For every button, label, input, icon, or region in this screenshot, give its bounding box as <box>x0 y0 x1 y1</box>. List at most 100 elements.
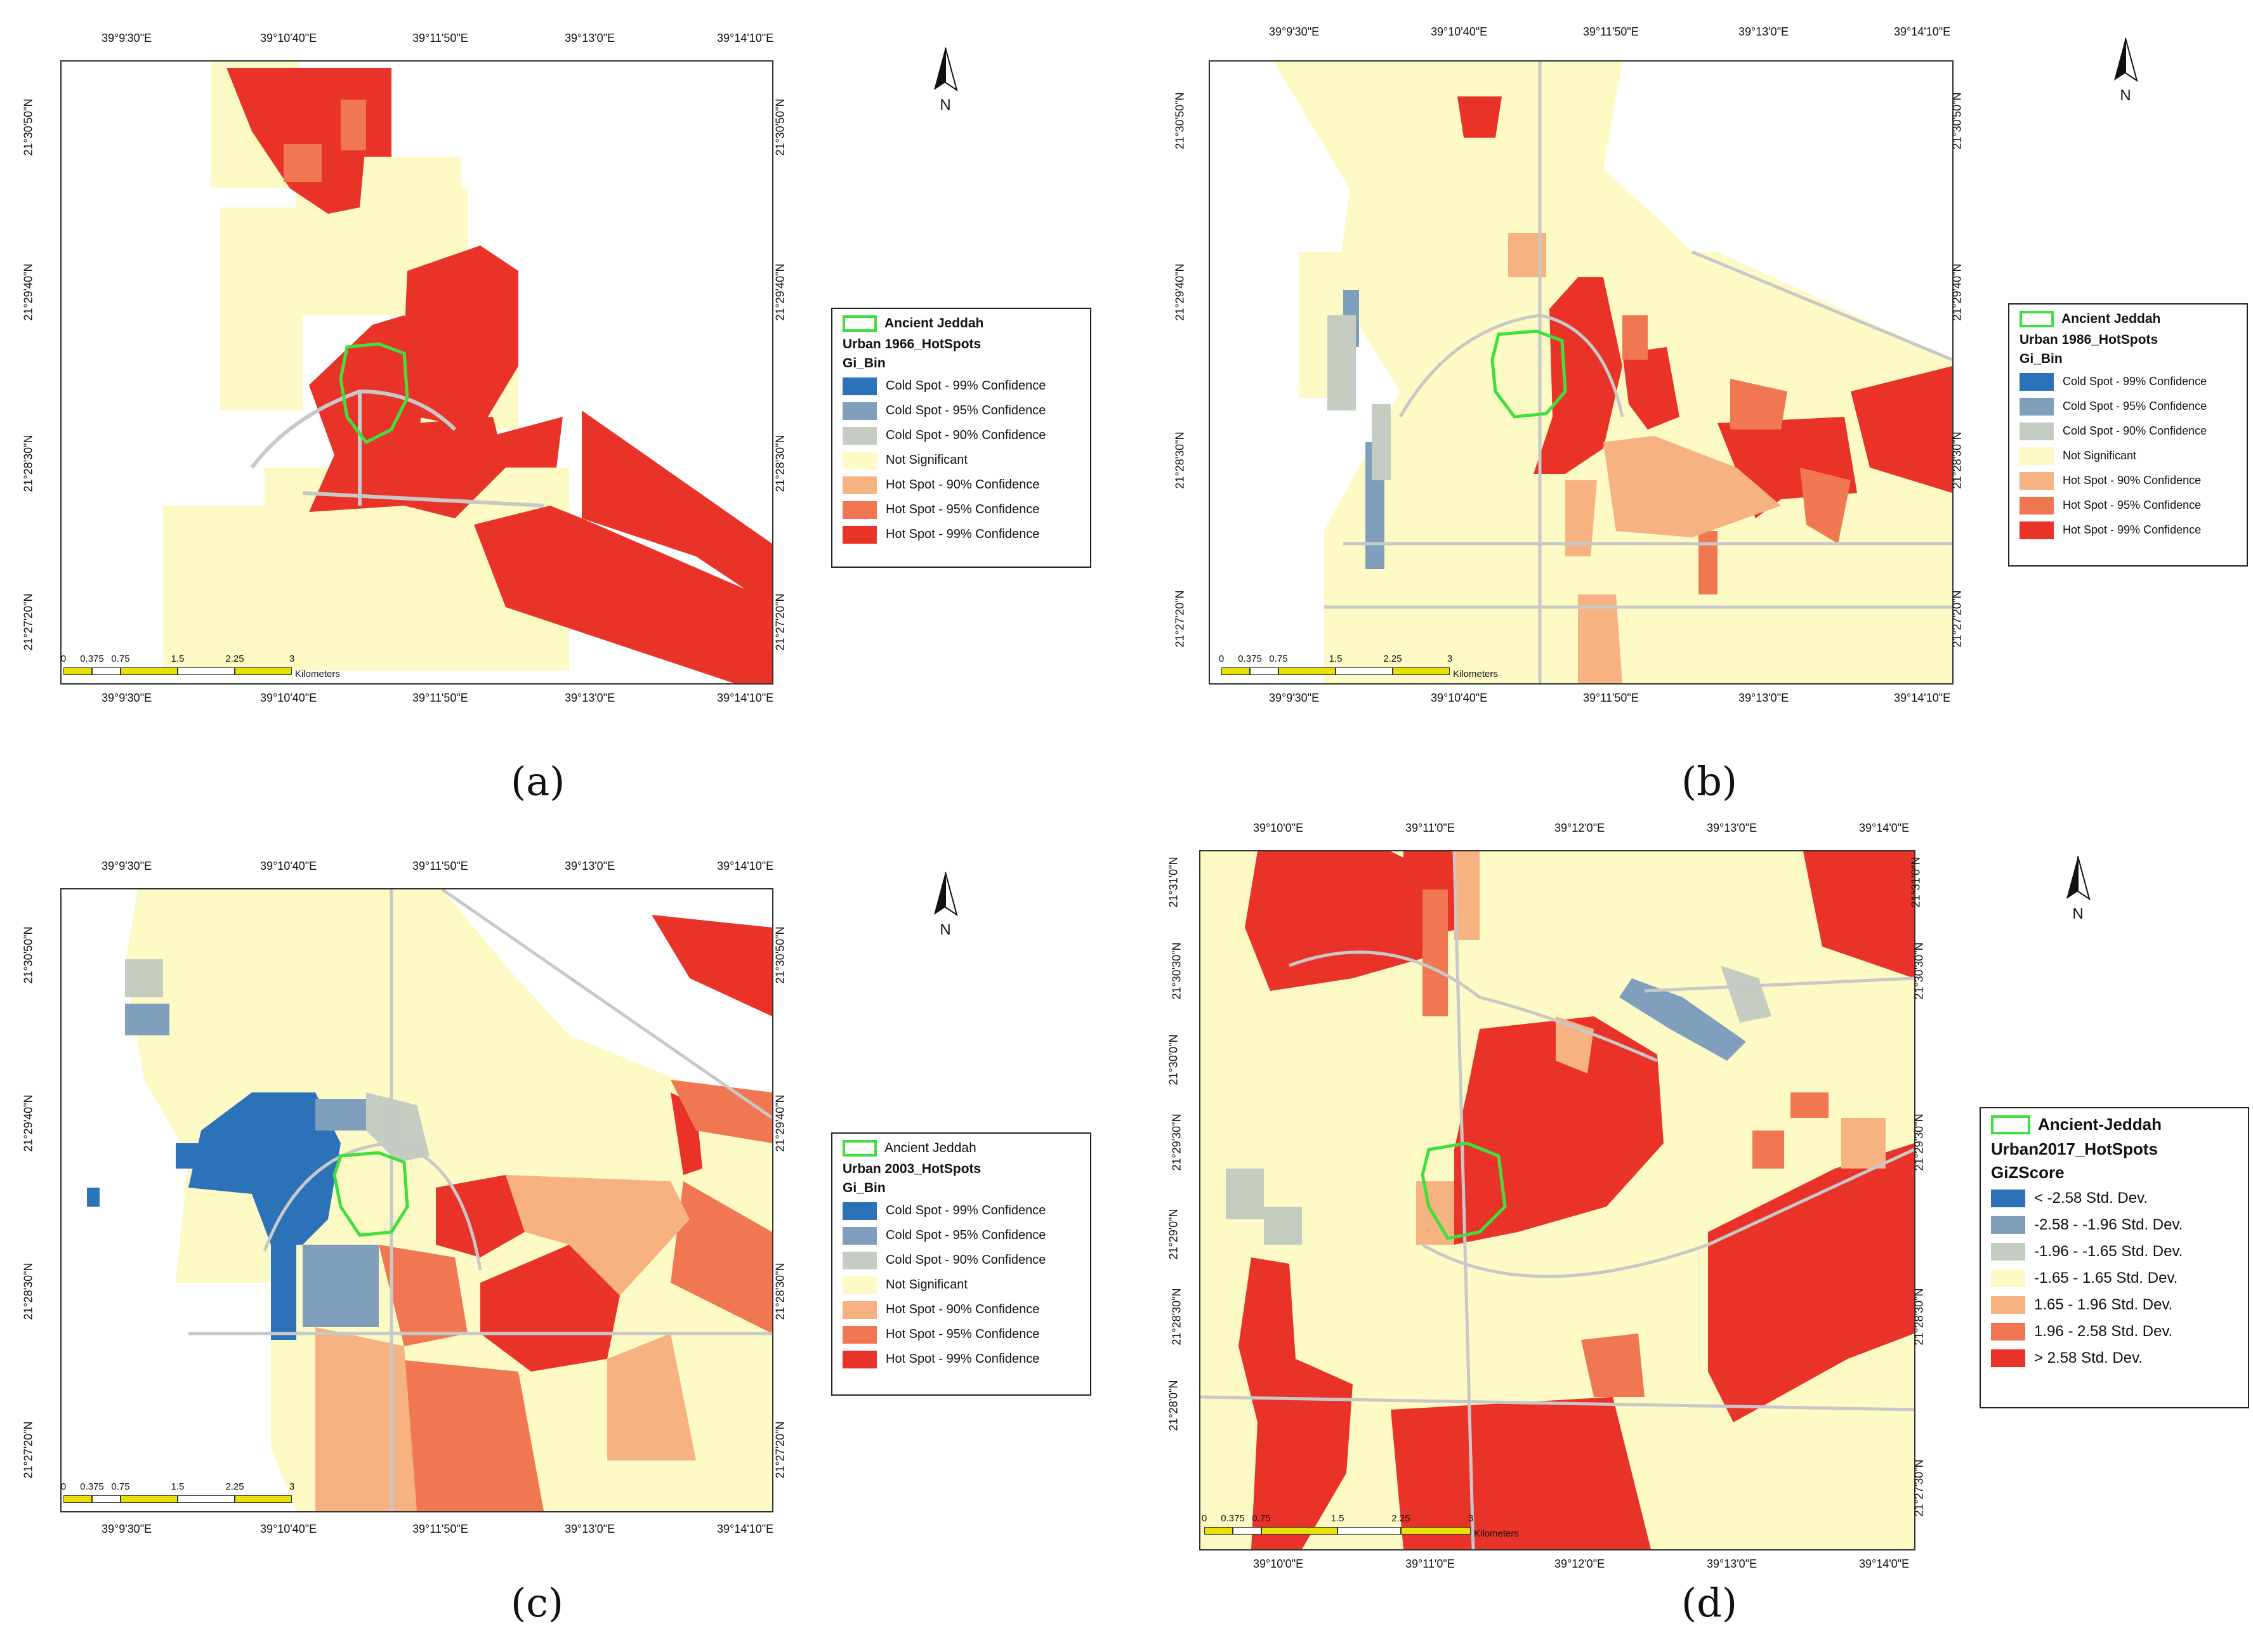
legend-item-label: Not Significant <box>2063 449 2137 462</box>
scale-segment <box>178 1495 235 1503</box>
scale-tick: 3 <box>1447 653 1453 664</box>
legend-item-label: -2.58 - -1.96 Std. Dev. <box>2034 1216 2183 1233</box>
scale-tick: 1.5 <box>1329 653 1343 664</box>
lon-label-top: 39°10'40"E <box>1431 25 1488 38</box>
legend-item-label: Cold Spot - 95% Confidence <box>886 403 1046 417</box>
lat-label-left: 21°30'50"N <box>1173 92 1186 150</box>
scale-segment <box>1401 1527 1471 1535</box>
legend-item-label: Hot Spot - 90% Confidence <box>2063 474 2202 487</box>
lat-label-right: 21°29'40"N <box>1950 263 1964 321</box>
map-a-hot99-area <box>227 68 772 683</box>
legend-item: 1.96 - 2.58 Std. Dev. <box>1991 1318 2238 1345</box>
map-frame-b <box>1209 60 1954 685</box>
north-arrow: N <box>926 44 964 121</box>
legend-item-label: Cold Spot - 99% Confidence <box>2063 375 2207 388</box>
lon-label-bottom: 39°12'0"E <box>1554 1557 1605 1570</box>
legend-boundary-label: Ancient Jeddah <box>884 1141 976 1155</box>
legend-item-label: -1.65 - 1.65 Std. Dev. <box>2034 1269 2178 1287</box>
legend-item: Hot Spot - 90% Confidence <box>843 473 1080 497</box>
north-arrow-icon <box>934 47 958 92</box>
lat-label-left: 21°27'20"N <box>22 593 35 651</box>
north-arrow-icon <box>2114 37 2138 82</box>
north-letter: N <box>940 96 951 114</box>
lon-label-bottom: 39°14'10"E <box>717 1523 774 1535</box>
map-frame-c <box>60 888 773 1512</box>
legend-item: Not Significant <box>843 448 1080 473</box>
scale-tick: 0.375 <box>80 1481 104 1492</box>
legend-swatch <box>843 476 877 494</box>
lat-label-left: 21°30'50"N <box>22 98 35 156</box>
lon-label-bottom: 39°14'10"E <box>717 692 774 704</box>
lat-label-right: 21°27'30"N <box>1912 1459 1926 1517</box>
legend-item: Cold Spot - 95% Confidence <box>843 1223 1080 1248</box>
lon-label-top: 39°13'0"E <box>565 860 615 872</box>
legend-boundary-label: Ancient Jeddah <box>884 316 984 331</box>
north-letter: N <box>2120 87 2131 104</box>
map-b-cold90-area <box>1327 315 1391 480</box>
scale-segment <box>178 667 235 675</box>
scale-tick: 0 <box>1201 1513 1207 1524</box>
boundary-swatch <box>843 1140 877 1157</box>
legend-item-label: Hot Spot - 95% Confidence <box>886 1327 1040 1341</box>
scale-bar: 0 0.375 0.75 1.5 2.25 3 Kilometers <box>1201 1513 1534 1539</box>
lon-label-bottom: 39°14'10"E <box>1894 692 1951 704</box>
map-b-hot90-area <box>1508 233 1781 683</box>
scale-tick: 2.25 <box>1391 1513 1410 1524</box>
legend-field-title: Gi_Bin <box>843 356 886 370</box>
lat-label-left: 21°30'50"N <box>22 926 35 984</box>
lon-label-top: 39°12'0"E <box>1554 822 1605 834</box>
legend-boundary-row: Ancient Jeddah <box>843 1140 1080 1157</box>
legend-item-label: Hot Spot - 99% Confidence <box>886 527 1040 541</box>
scale-tick: 0 <box>1218 653 1225 664</box>
lat-label-right: 21°27'20"N <box>1950 590 1964 648</box>
boundary-swatch <box>1991 1115 2030 1134</box>
scale-tick: 0.75 <box>111 1481 130 1492</box>
map-d-canvas <box>1200 851 1914 1549</box>
lon-label-top: 39°13'0"E <box>565 32 615 44</box>
lat-label-left: 21°28'30"N <box>22 435 35 492</box>
scale-segment <box>1393 667 1450 675</box>
lon-label-top: 39°14'10"E <box>717 32 774 44</box>
lat-label-right: 21°27'20"N <box>773 593 787 651</box>
map-c-cold99-area <box>87 1092 341 1340</box>
map-d-cold95-area <box>1619 978 1746 1061</box>
legend-item: -2.58 - -1.96 Std. Dev. <box>1991 1212 2238 1238</box>
lon-label-top: 39°13'0"E <box>1738 25 1789 38</box>
lat-label-right: 21°29'40"N <box>773 263 787 321</box>
legend-swatch <box>843 1202 877 1220</box>
legend-swatch <box>843 377 877 395</box>
lat-label-left: 21°30'30"N <box>1170 942 1183 1000</box>
map-frame-d <box>1199 850 1915 1550</box>
scale-tick: 0 <box>60 1481 67 1492</box>
legend-field-title: Gi_Bin <box>843 1181 886 1195</box>
north-letter: N <box>2072 905 2084 922</box>
legend-swatch <box>2020 372 2054 391</box>
legend-a: Ancient Jeddah Urban 1966_HotSpots Gi_Bi… <box>831 308 1091 568</box>
lon-label-top: 39°9'30"E <box>1269 25 1320 38</box>
map-c-canvas <box>87 889 772 1511</box>
legend-item: Cold Spot - 90% Confidence <box>843 1248 1080 1273</box>
legend-boundary-row: Ancient-Jeddah <box>1991 1115 2238 1134</box>
legend-swatch <box>843 451 877 469</box>
legend-layer-title: Urban 1986_HotSpots <box>2020 332 2158 347</box>
legend-swatch <box>843 1251 877 1269</box>
lon-label-bottom: 39°11'50"E <box>412 692 468 704</box>
lon-label-bottom: 39°9'30"E <box>1269 692 1320 704</box>
legend-item: Hot Spot - 99% Confidence <box>843 522 1080 547</box>
legend-item-label: Hot Spot - 90% Confidence <box>886 1302 1040 1316</box>
lat-label-left: 21°29'0"N <box>1167 1209 1180 1260</box>
lon-label-bottom: 39°11'0"E <box>1405 1557 1455 1570</box>
boundary-swatch <box>843 315 877 332</box>
map-d-hot95-area <box>1422 889 1829 1397</box>
map-frame-a <box>60 60 773 685</box>
legend-boundary-label: Ancient-Jeddah <box>2038 1115 2162 1134</box>
scale-segment <box>1261 1527 1337 1535</box>
legend-item: > 2.58 Std. Dev. <box>1991 1345 2238 1372</box>
lon-label-bottom: 39°14'0"E <box>1859 1557 1910 1570</box>
legend-item-label: > 2.58 Std. Dev. <box>2034 1349 2143 1367</box>
lat-label-left: 21°29'30"N <box>1170 1113 1183 1171</box>
legend-item: -1.65 - 1.65 Std. Dev. <box>1991 1265 2238 1292</box>
lon-label-bottom: 39°10'40"E <box>1431 692 1488 704</box>
lon-label-top: 39°14'10"E <box>1894 25 1951 38</box>
legend-c: Ancient Jeddah Urban 2003_HotSpots Gi_Bi… <box>831 1132 1091 1396</box>
